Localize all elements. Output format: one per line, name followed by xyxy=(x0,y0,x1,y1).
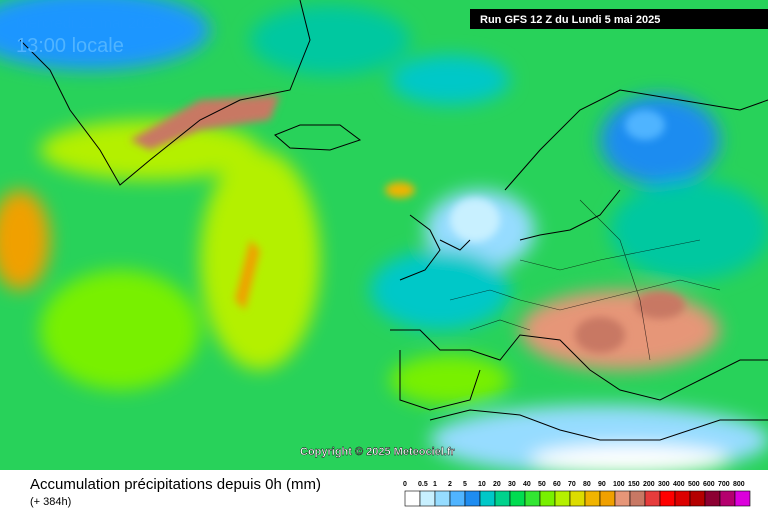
legend-swatch xyxy=(614,490,631,507)
legend-swatch xyxy=(719,490,736,507)
legend-swatch xyxy=(569,490,586,507)
legend-swatch xyxy=(434,490,451,507)
legend-label: 700 xyxy=(718,481,730,488)
legend-label: 30 xyxy=(508,481,516,488)
legend-swatch xyxy=(659,490,676,507)
legend-label: 70 xyxy=(568,481,576,488)
legend-swatch xyxy=(449,490,466,507)
legend-label: 800 xyxy=(733,481,745,488)
legend-swatch xyxy=(524,490,541,507)
legend-label: 500 xyxy=(688,481,700,488)
copyright: Copyright © 2025 Meteociel.fr xyxy=(300,446,456,458)
legend-swatch xyxy=(584,490,601,507)
legend-label: 0 xyxy=(403,481,407,488)
legend-label: 2 xyxy=(448,481,452,488)
legend-label: 100 xyxy=(613,481,625,488)
legend-label: 20 xyxy=(493,481,501,488)
legend-label: 40 xyxy=(523,481,531,488)
legend-label: 50 xyxy=(538,481,546,488)
legend-label: 150 xyxy=(628,481,640,488)
legend-swatch xyxy=(599,490,616,507)
footer-title: Accumulation précipitations depuis 0h (m… xyxy=(30,476,321,493)
legend-label: 600 xyxy=(703,481,715,488)
legend-label: 90 xyxy=(598,481,606,488)
legend-label: 200 xyxy=(643,481,655,488)
legend-swatch xyxy=(734,490,751,507)
legend-swatch xyxy=(539,490,556,507)
legend-label: 400 xyxy=(673,481,685,488)
legend-swatch xyxy=(629,490,646,507)
legend-swatch xyxy=(674,490,691,507)
legend-swatch xyxy=(554,490,571,507)
legend-label: 300 xyxy=(658,481,670,488)
legend: 0 0.5 1 2 5 10 20 30 40 50 60 70 80 90 100 150 200 300 400… xyxy=(403,481,751,507)
run-info: Run GFS 12 Z du Lundi 5 mai 2025 xyxy=(480,14,660,26)
date: Mercredi 21 mai 2025 xyxy=(16,15,161,32)
time: 13:00 locale xyxy=(16,35,124,57)
legend-label: 0.5 xyxy=(418,481,428,488)
map xyxy=(0,0,768,475)
legend-label: 80 xyxy=(583,481,591,488)
legend-swatch xyxy=(704,490,721,507)
legend-swatch xyxy=(644,490,661,507)
legend-swatch xyxy=(404,490,421,507)
legend-swatch xyxy=(494,490,511,507)
footer-lead: (+ 384h) xyxy=(30,496,71,508)
legend-label: 1 xyxy=(433,481,437,488)
legend-swatch xyxy=(419,490,436,507)
legend-label: 10 xyxy=(478,481,486,488)
legend-swatch xyxy=(479,490,496,507)
legend-label: 5 xyxy=(463,481,467,488)
legend-label: 60 xyxy=(553,481,561,488)
legend-swatch xyxy=(464,490,481,507)
legend-swatch xyxy=(689,490,706,507)
legend-swatch xyxy=(509,490,526,507)
